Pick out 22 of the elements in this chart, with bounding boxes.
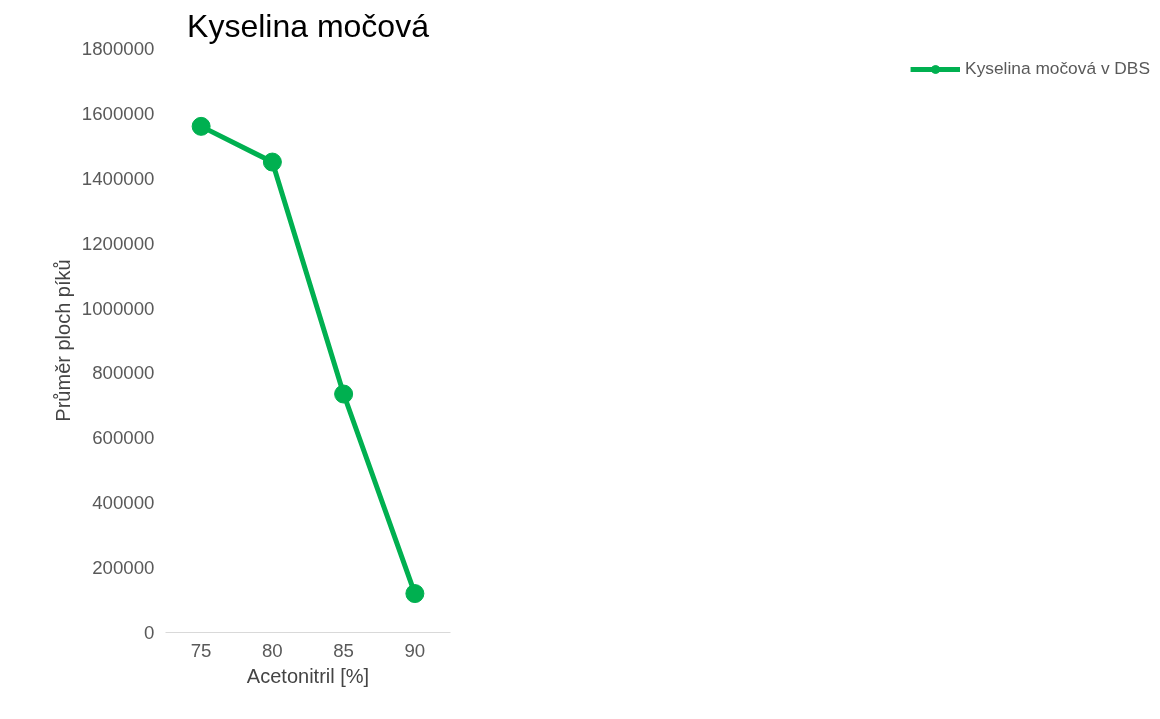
y-tick-label: 400000 xyxy=(92,492,155,514)
y-tick-label: 1000000 xyxy=(81,297,155,319)
x-tick-label: 90 xyxy=(404,639,426,661)
x-tick-label: 80 xyxy=(262,639,283,661)
y-tick-label: 800000 xyxy=(92,362,155,384)
x-tick-label: 75 xyxy=(190,639,212,661)
point xyxy=(262,152,282,172)
x-axis-title: Acetonitril [%] xyxy=(246,664,370,687)
point xyxy=(334,384,354,404)
x-tick-label: 85 xyxy=(333,639,355,661)
point xyxy=(191,116,211,136)
y-tick-label: 0 xyxy=(144,622,155,643)
point xyxy=(405,584,425,604)
y-tick-label: 600000 xyxy=(92,427,155,449)
y-tick-label: 1400000 xyxy=(81,167,155,189)
legend-label: Kyselina močová v DBS xyxy=(965,58,1150,79)
y-tick-label: 1200000 xyxy=(81,232,155,254)
y-tick-label: 1800000 xyxy=(81,38,155,59)
y-axis-title: Průměr ploch píků xyxy=(51,259,74,422)
y-tick-label: 1600000 xyxy=(81,102,155,124)
y-tick-label: 200000 xyxy=(92,557,155,579)
chart-title: Kyselina močová xyxy=(187,7,430,44)
